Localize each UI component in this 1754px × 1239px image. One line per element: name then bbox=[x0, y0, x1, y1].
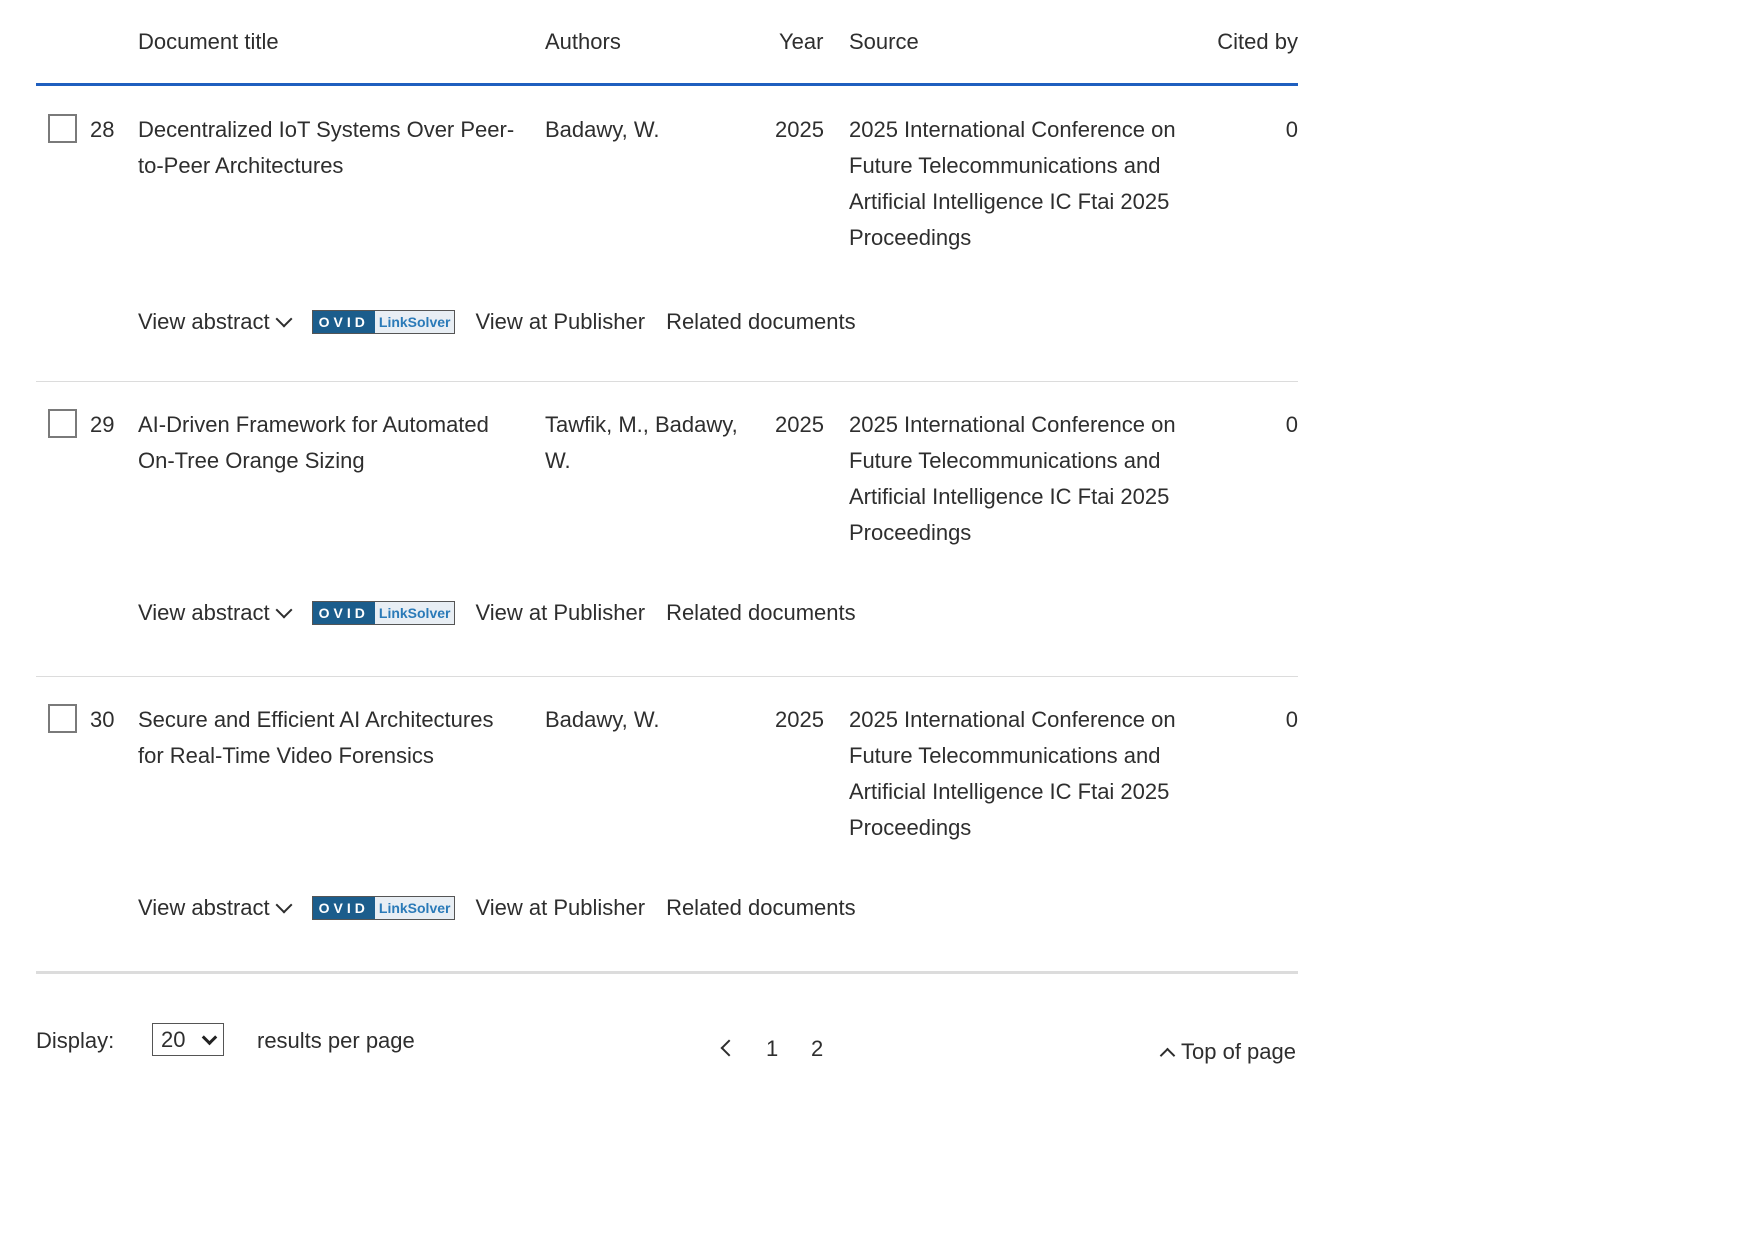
top-of-page-label: Top of page bbox=[1181, 1039, 1296, 1064]
ovid-logo: OVID bbox=[312, 311, 375, 333]
related-documents-link[interactable]: Related documents bbox=[666, 600, 856, 625]
column-header-authors[interactable]: Authors bbox=[545, 29, 621, 54]
select-checkbox[interactable] bbox=[48, 409, 77, 438]
view-abstract-label: View abstract bbox=[138, 309, 270, 334]
results-per-page-select[interactable]: 20 bbox=[152, 1023, 224, 1056]
row-divider bbox=[36, 676, 1298, 677]
linksolver-logo: LinkSolver bbox=[374, 897, 455, 919]
year: 2025 bbox=[775, 412, 824, 437]
year: 2025 bbox=[775, 117, 824, 142]
view-abstract-label: View abstract bbox=[138, 895, 270, 920]
view-at-publisher-link[interactable]: View at Publisher bbox=[475, 600, 646, 625]
ovid-linksolver-button[interactable]: OVID LinkSolver bbox=[311, 310, 456, 334]
column-header-year[interactable]: Year bbox=[779, 29, 824, 54]
row-actions: View abstract OVID LinkSolver View at Publi… bbox=[138, 600, 856, 626]
row-number: 28 bbox=[90, 117, 115, 142]
previous-page-chevron-icon[interactable] bbox=[720, 1039, 738, 1057]
authors-link[interactable]: Badawy, W. bbox=[545, 117, 660, 142]
header-divider bbox=[36, 83, 1298, 86]
table-row: 29 AI-Driven Framework for Automated On-T… bbox=[0, 407, 1300, 707]
ovid-linksolver-button[interactable]: OVID LinkSolver bbox=[311, 896, 456, 920]
linksolver-logo: LinkSolver bbox=[374, 602, 455, 624]
row-actions: View abstract OVID LinkSolver View at Publi… bbox=[138, 309, 856, 335]
column-header-source[interactable]: Source bbox=[849, 29, 919, 54]
ovid-logo: OVID bbox=[312, 602, 375, 624]
chevron-down-icon bbox=[201, 1029, 218, 1045]
column-header-cited-by[interactable]: Cited by bbox=[1217, 29, 1298, 54]
select-checkbox[interactable] bbox=[48, 114, 77, 143]
source-link[interactable]: 2025 International Conference on Future … bbox=[849, 412, 1176, 545]
chevron-down-icon bbox=[275, 310, 293, 328]
cited-by-count: 0 bbox=[1285, 412, 1298, 437]
view-abstract-button[interactable]: View abstract bbox=[138, 600, 293, 626]
row-divider bbox=[36, 381, 1298, 382]
display-label: Display: bbox=[36, 1028, 115, 1053]
authors-link[interactable]: Badawy, W. bbox=[545, 707, 660, 732]
source-link[interactable]: 2025 International Conference on Future … bbox=[849, 117, 1176, 250]
select-checkbox[interactable] bbox=[48, 704, 77, 733]
view-at-publisher-link[interactable]: View at Publisher bbox=[475, 895, 646, 920]
table-row: 30 Secure and Efficient AI Architectures … bbox=[0, 702, 1300, 1002]
document-title-link[interactable]: Decentralized IoT Systems Over Peer-to-P… bbox=[138, 117, 515, 178]
row-number: 29 bbox=[90, 412, 115, 437]
ovid-linksolver-button[interactable]: OVID LinkSolver bbox=[311, 601, 456, 625]
chevron-up-icon bbox=[1159, 1047, 1176, 1063]
document-title-link[interactable]: Secure and Efficient AI Architectures fo… bbox=[138, 707, 494, 768]
document-title-link[interactable]: AI-Driven Framework for Automated On-Tre… bbox=[138, 412, 489, 473]
cited-by-count: 0 bbox=[1285, 117, 1298, 142]
view-at-publisher-link[interactable]: View at Publisher bbox=[475, 309, 646, 334]
ovid-logo: OVID bbox=[312, 897, 375, 919]
page-link-2[interactable]: 2 bbox=[811, 1036, 824, 1061]
results-per-page-label: results per page bbox=[257, 1028, 415, 1053]
page-link-1[interactable]: 1 bbox=[766, 1036, 779, 1061]
chevron-down-icon bbox=[275, 601, 293, 619]
authors-link[interactable]: Tawfik, M., Badawy, W. bbox=[545, 412, 738, 473]
chevron-down-icon bbox=[275, 896, 293, 914]
year: 2025 bbox=[775, 707, 824, 732]
source-link[interactable]: 2025 International Conference on Future … bbox=[849, 707, 1176, 840]
row-number: 30 bbox=[90, 707, 115, 732]
table-row: 28 Decentralized IoT Systems Over Peer-to… bbox=[0, 112, 1300, 412]
results-per-page-value: 20 bbox=[161, 1026, 186, 1052]
table-bottom-divider bbox=[36, 971, 1298, 974]
top-of-page-link[interactable]: Top of page bbox=[1158, 1039, 1296, 1065]
related-documents-link[interactable]: Related documents bbox=[666, 309, 856, 334]
related-documents-link[interactable]: Related documents bbox=[666, 895, 856, 920]
view-abstract-label: View abstract bbox=[138, 600, 270, 625]
column-header-title[interactable]: Document title bbox=[138, 29, 279, 54]
view-abstract-button[interactable]: View abstract bbox=[138, 895, 293, 921]
row-actions: View abstract OVID LinkSolver View at Publi… bbox=[138, 895, 856, 921]
linksolver-logo: LinkSolver bbox=[374, 311, 455, 333]
cited-by-count: 0 bbox=[1285, 707, 1298, 732]
view-abstract-button[interactable]: View abstract bbox=[138, 309, 293, 335]
